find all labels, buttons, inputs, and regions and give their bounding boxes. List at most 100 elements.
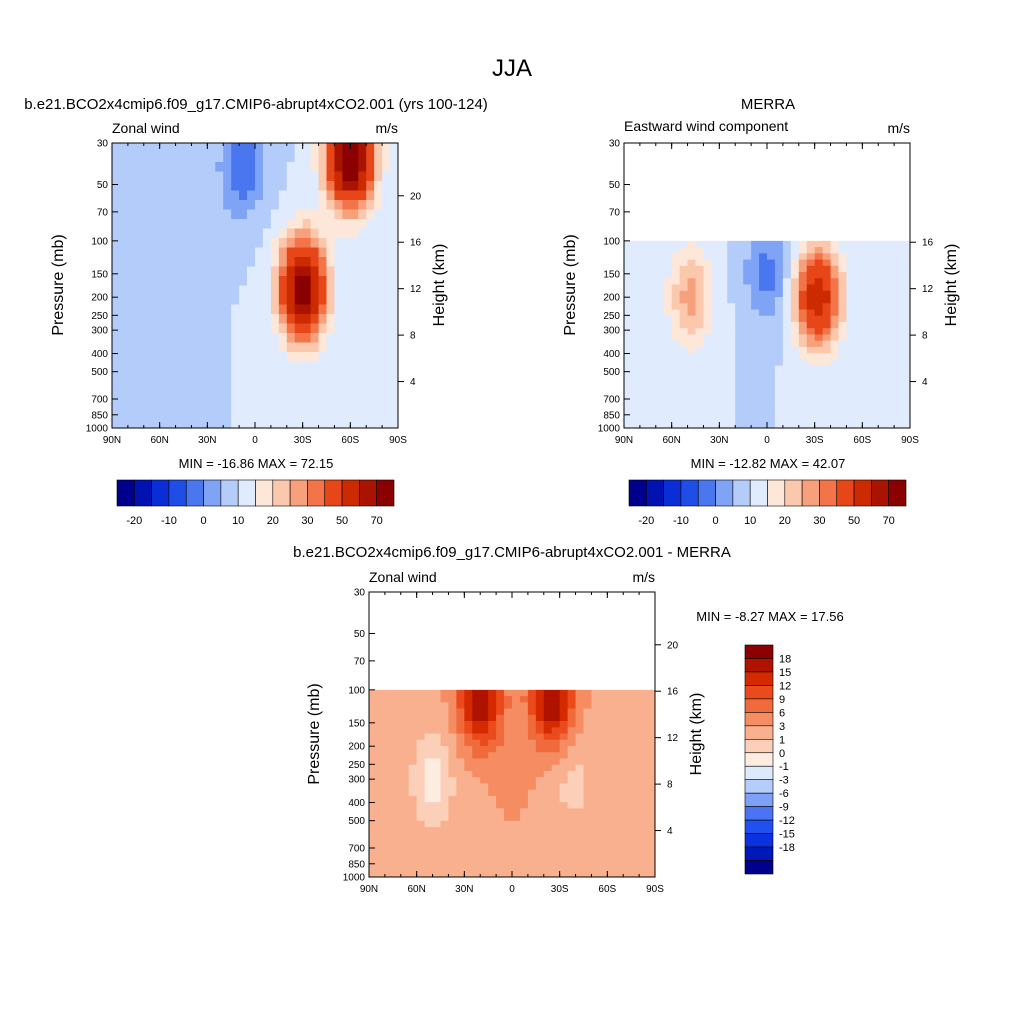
field-cell — [846, 346, 855, 354]
field-cell — [167, 304, 176, 315]
field-cell — [472, 789, 481, 797]
field-cell — [655, 247, 665, 254]
y-tick-label: 500 — [91, 367, 108, 378]
field-cell — [191, 342, 200, 353]
field-cell — [199, 200, 208, 210]
field-cell — [567, 789, 576, 797]
field-cell — [456, 839, 465, 847]
field-cell — [239, 361, 248, 372]
field-cell — [504, 714, 513, 722]
colorbar-label: -20 — [126, 515, 142, 527]
right-axis-title: Height (km) — [688, 693, 705, 776]
field-cell — [639, 346, 649, 354]
field-cell — [583, 770, 592, 778]
field-cell — [559, 733, 569, 741]
field-cell — [878, 415, 887, 423]
field-cell — [231, 304, 240, 315]
field-cell — [703, 421, 712, 429]
field-cell — [519, 714, 529, 722]
field-cell — [366, 152, 375, 163]
field-cell — [376, 827, 386, 834]
field-cell — [191, 418, 200, 429]
field-cell — [527, 714, 537, 722]
field-cell — [624, 340, 633, 348]
field-cell — [624, 315, 633, 323]
field-cell — [310, 143, 319, 153]
field-cell — [456, 714, 465, 722]
field-cell — [822, 415, 831, 423]
field-cell — [207, 190, 216, 201]
field-cell — [294, 152, 304, 163]
field-cell — [223, 390, 232, 400]
field-cell — [647, 415, 657, 423]
field-cell — [432, 870, 441, 878]
field-cell — [342, 418, 351, 429]
field-cell — [215, 247, 224, 258]
units-label: m/s — [632, 569, 655, 585]
field-cell — [223, 247, 232, 258]
field-cell — [551, 702, 561, 709]
field-cell — [695, 297, 704, 304]
field-cell — [735, 290, 744, 298]
field-cell — [159, 257, 169, 267]
field-cell — [671, 272, 681, 279]
field-cell — [647, 371, 657, 379]
field-cell — [527, 858, 537, 865]
field-cell — [798, 334, 808, 342]
field-cell — [814, 390, 824, 398]
field-cell — [512, 795, 521, 803]
field-cell — [247, 285, 256, 296]
field-cell — [631, 783, 640, 791]
field-cell — [358, 209, 367, 220]
x-tick-label: 90N — [103, 435, 121, 446]
field-cell — [854, 409, 863, 416]
field-cell — [535, 808, 545, 816]
field-cell — [504, 820, 513, 828]
field-cell — [440, 858, 449, 865]
field-cell — [830, 384, 839, 391]
field-cell — [759, 315, 768, 323]
field-cell — [167, 219, 176, 229]
field-cell — [902, 340, 911, 348]
field-cell — [376, 858, 386, 865]
field-cell — [782, 328, 792, 335]
field-cell — [512, 820, 521, 828]
field-cell — [382, 380, 391, 391]
field-cell — [735, 309, 744, 317]
field-cell — [735, 346, 744, 354]
field-cell — [151, 276, 161, 286]
field-cell — [247, 276, 256, 286]
field-cell — [392, 727, 402, 734]
field-cell — [687, 334, 696, 342]
field-cell — [814, 328, 824, 335]
field-cell — [302, 409, 312, 419]
field-cell — [695, 265, 704, 273]
field-cell — [870, 315, 879, 323]
field-cell — [390, 152, 399, 163]
field-cell — [751, 290, 760, 298]
field-cell — [334, 333, 343, 343]
field-cell — [334, 152, 343, 163]
field-cell — [262, 238, 272, 248]
colorbar-swatch — [744, 725, 774, 740]
field-cell — [374, 276, 383, 286]
field-cell — [286, 190, 296, 201]
field-cell — [143, 200, 153, 210]
field-cell — [751, 346, 760, 354]
field-cell — [175, 323, 184, 334]
field-cell — [624, 272, 633, 279]
field-cell — [727, 371, 736, 379]
y-tick-label: 70 — [609, 207, 621, 218]
field-cell — [806, 321, 816, 329]
latitude-axis: 90N 60N 30N 0 30S 60S 90S — [103, 143, 407, 446]
field-cell — [782, 278, 792, 285]
field-cell — [751, 340, 760, 348]
field-cell — [151, 314, 161, 324]
field-cell — [384, 689, 394, 697]
field-cell — [583, 795, 592, 803]
field-cell — [175, 342, 184, 353]
field-cell — [774, 290, 784, 298]
field-cell — [854, 290, 863, 298]
field-cell — [790, 328, 800, 335]
field-cell — [679, 240, 688, 248]
